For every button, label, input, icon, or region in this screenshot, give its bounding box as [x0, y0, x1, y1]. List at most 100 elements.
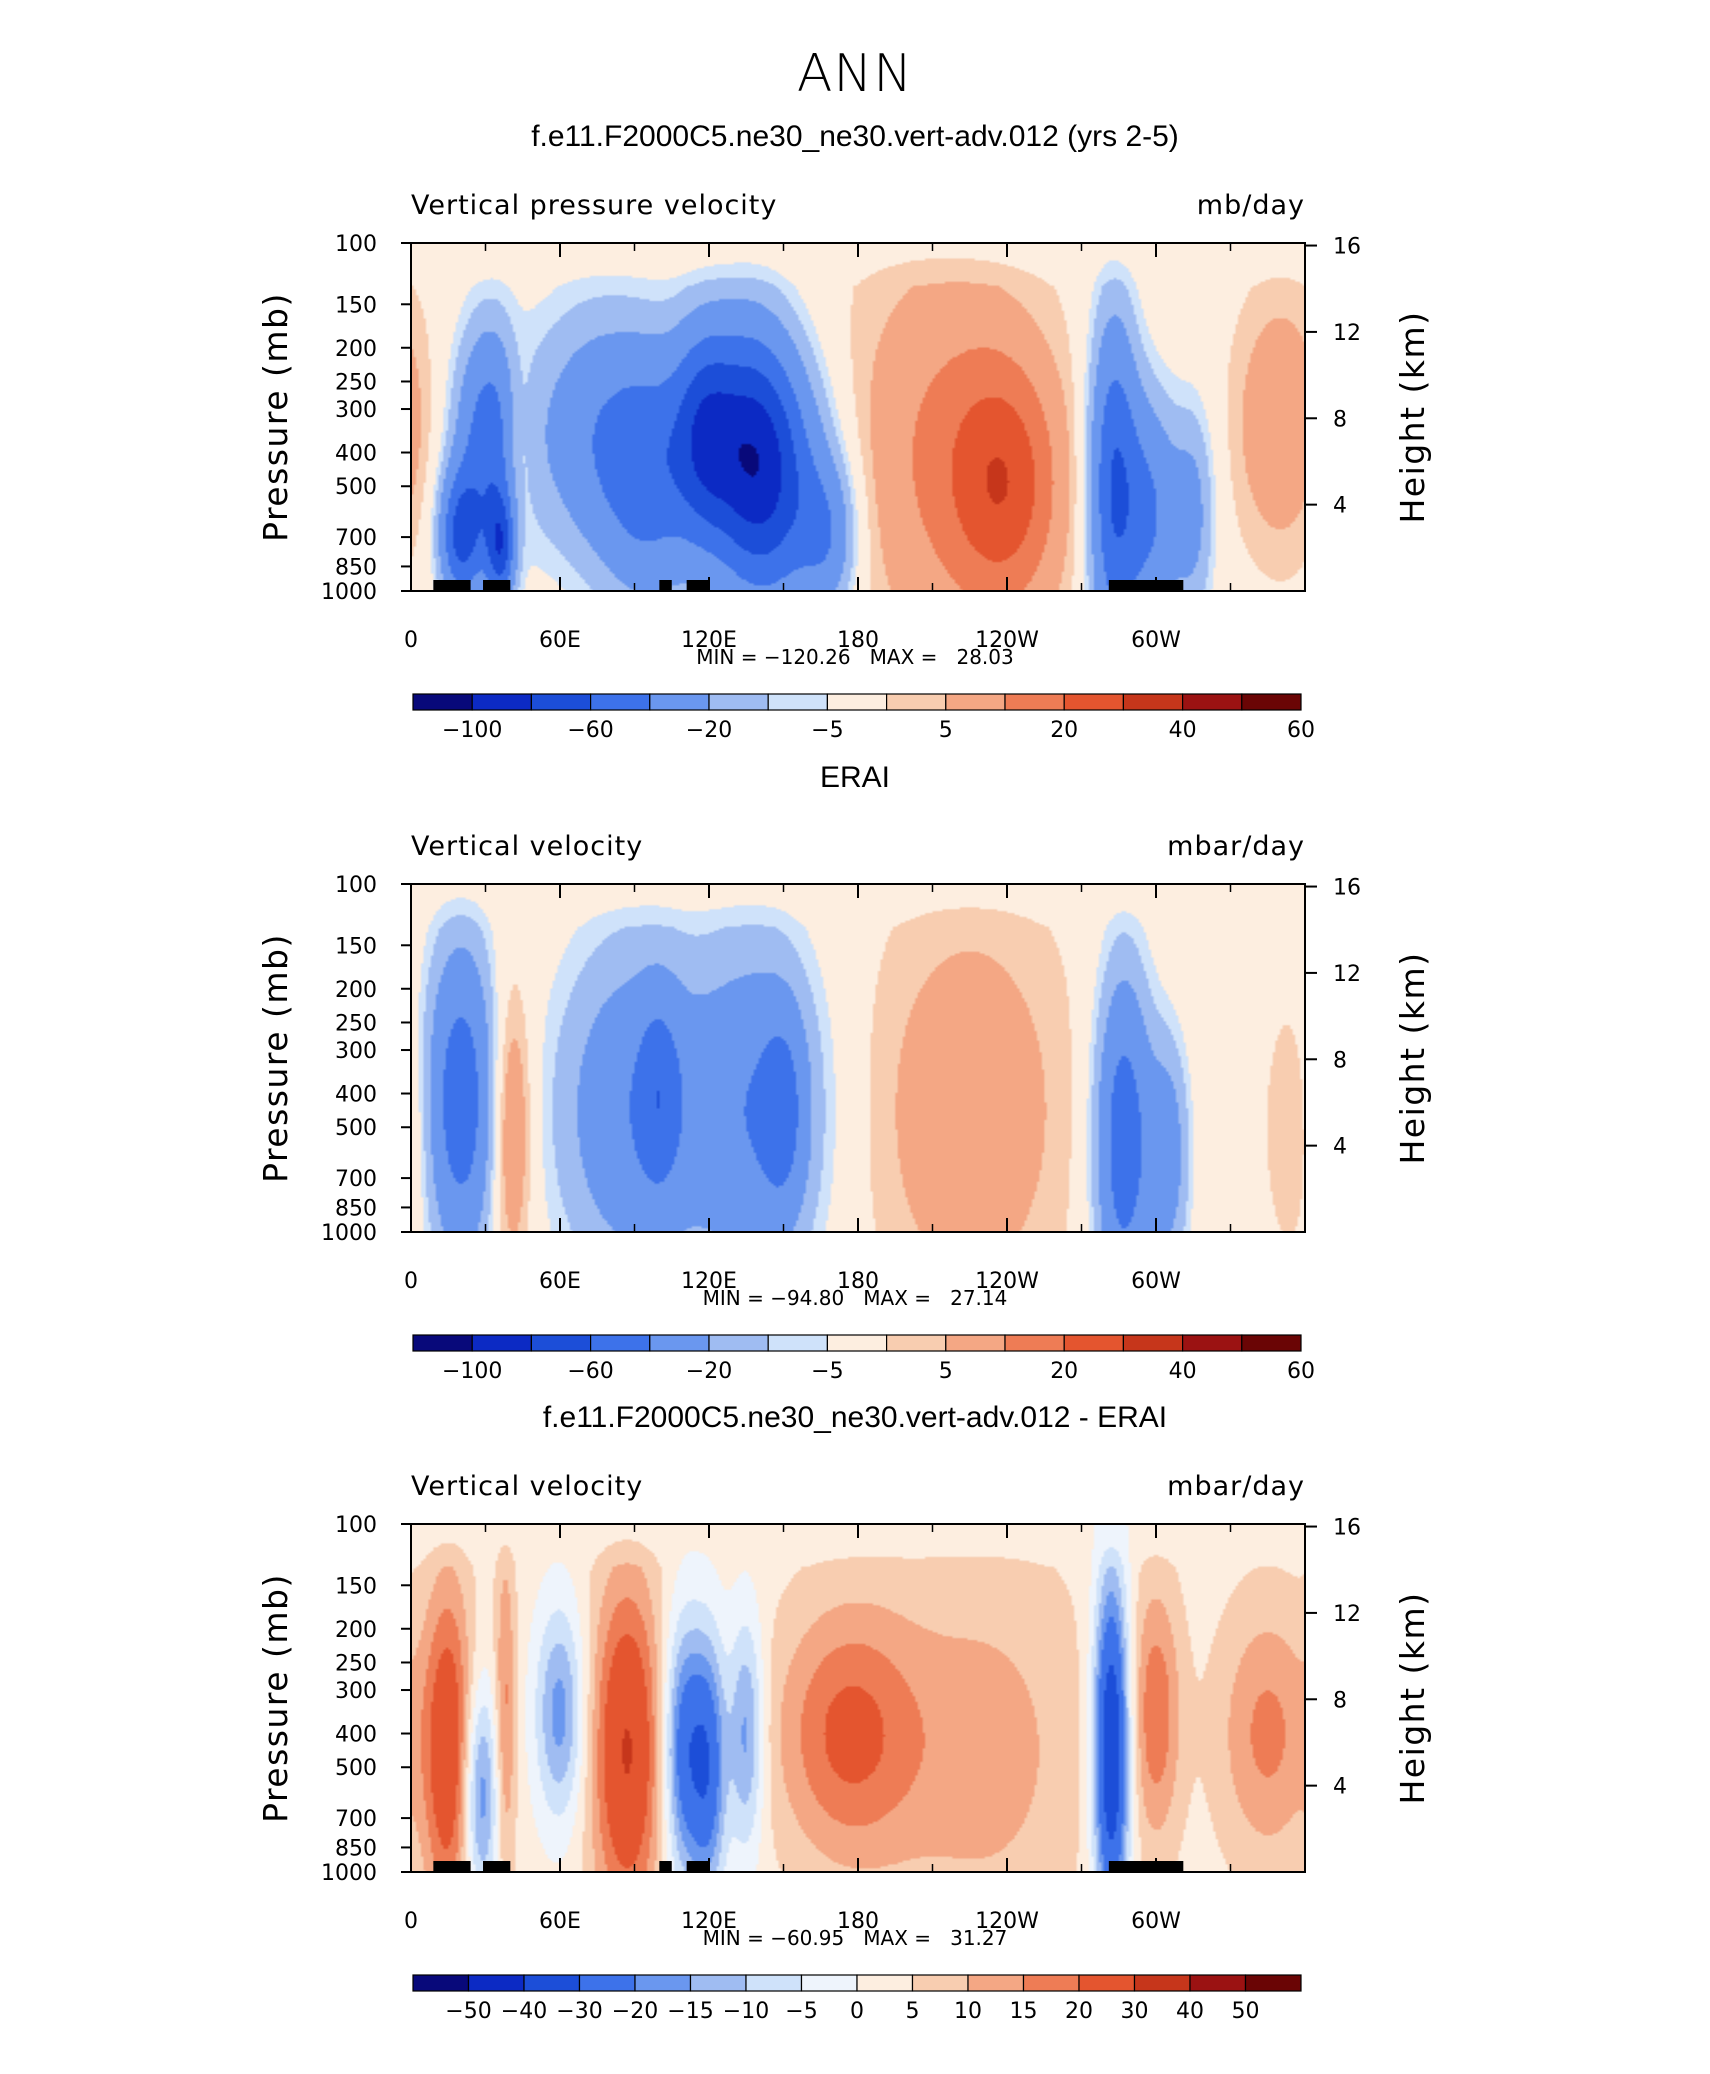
- y-tick-label: 500: [335, 475, 377, 500]
- colorbar-swatch: [856, 1974, 914, 1992]
- y-tick-label: 400: [335, 442, 377, 467]
- colorbar-label: 15: [1010, 1999, 1038, 2024]
- height-tick-label: 12: [1333, 1602, 1361, 1627]
- colorbar-swatch: [530, 693, 592, 711]
- contour-field: [411, 1524, 1305, 1872]
- colorbar-label: −100: [442, 1359, 502, 1384]
- colorbar-label: −50: [445, 1999, 491, 2024]
- colorbar-label: −100: [442, 718, 502, 743]
- y-tick-label: 850: [335, 1196, 377, 1221]
- colorbar-label: 60: [1287, 1359, 1315, 1384]
- y-tick-label: 100: [335, 873, 377, 898]
- height-tick-label: 16: [1333, 235, 1361, 260]
- colorbar-label: −20: [612, 1999, 658, 2024]
- colorbar-swatch: [589, 693, 651, 711]
- units-label: mbar/day: [1167, 831, 1305, 862]
- colorbar-swatch: [885, 693, 947, 711]
- colorbar-swatch: [1022, 1974, 1080, 1992]
- y-axis-title: Pressure (mb): [256, 292, 295, 542]
- colorbar-swatch: [649, 1334, 710, 1352]
- panel-1: f.e11.F2000C5.ne30_ne30.vert-adv.012 (yr…: [256, 120, 1432, 743]
- x-tick-label: 60W: [1131, 1269, 1181, 1294]
- min-max-label: MIN = −60.95 MAX = 31.27: [703, 1926, 1008, 1950]
- colorbar-label: −20: [686, 718, 732, 743]
- colorbar-swatch: [826, 693, 888, 711]
- height-axis-title: Height (km): [1393, 310, 1432, 523]
- colorbar-label: −40: [501, 1999, 547, 2024]
- y-tick-label: 250: [335, 1651, 377, 1676]
- land-mask-bar: [483, 1861, 511, 1872]
- colorbar-label: −5: [811, 1359, 843, 1384]
- panel-title: f.e11.F2000C5.ne30_ne30.vert-adv.012 (yr…: [531, 120, 1179, 153]
- y-tick-label: 1000: [321, 1861, 377, 1886]
- colorbar-swatch: [589, 1334, 651, 1352]
- colorbar-label: 40: [1169, 1359, 1197, 1384]
- x-tick-label: 120W: [975, 1269, 1039, 1294]
- land-mask-bar: [483, 580, 511, 591]
- y-tick-label: 200: [335, 978, 377, 1003]
- colorbar-label: 5: [939, 1359, 953, 1384]
- colorbar-swatch: [967, 1974, 1025, 1992]
- x-tick-label: 180: [837, 1269, 879, 1294]
- variable-label: Vertical velocity: [411, 1471, 643, 1502]
- y-tick-label: 500: [335, 1756, 377, 1781]
- colorbar-label: −5: [785, 1999, 817, 2024]
- height-tick-label: 4: [1333, 494, 1347, 519]
- colorbar-label: −20: [686, 1359, 732, 1384]
- land-mask-bar: [659, 580, 672, 591]
- colorbar-swatch: [1122, 1334, 1184, 1352]
- y-tick-label: 250: [335, 1011, 377, 1036]
- colorbar-swatch: [689, 1974, 747, 1992]
- colorbar-label: 5: [906, 1999, 920, 2024]
- y-tick-label: 300: [335, 1039, 377, 1064]
- colorbar-swatch: [1189, 1974, 1247, 1992]
- land-mask-bar: [1108, 1861, 1184, 1872]
- colorbar-label: 40: [1169, 718, 1197, 743]
- colorbar-label: 50: [1232, 1999, 1260, 2024]
- x-tick-label: 120W: [975, 628, 1039, 653]
- colorbar-swatch: [767, 1334, 829, 1352]
- height-tick-label: 12: [1333, 962, 1361, 987]
- colorbar-swatch: [1122, 693, 1184, 711]
- x-tick-label: 60E: [539, 1269, 581, 1294]
- colorbar-swatch: [649, 693, 710, 711]
- x-tick-label: 120E: [681, 1269, 737, 1294]
- land-mask-bar: [686, 1861, 709, 1872]
- colorbar-swatch: [471, 1334, 533, 1352]
- x-tick-label: 60E: [539, 628, 581, 653]
- y-tick-label: 400: [335, 1723, 377, 1748]
- colorbar-swatch: [945, 693, 1006, 711]
- y-tick-label: 300: [335, 1679, 377, 1704]
- colorbar-swatch: [1063, 693, 1124, 711]
- height-tick-label: 16: [1333, 1516, 1361, 1541]
- colorbar-swatch: [945, 1334, 1006, 1352]
- colorbar-swatch: [634, 1974, 692, 1992]
- height-axis-title: Height (km): [1393, 951, 1432, 1164]
- colorbar-label: 10: [954, 1999, 982, 2024]
- y-tick-label: 150: [335, 1574, 377, 1599]
- colorbar-swatch: [1004, 1334, 1065, 1352]
- colorbar-label: 60: [1287, 718, 1315, 743]
- x-tick-label: 0: [404, 1269, 418, 1294]
- y-tick-label: 150: [335, 934, 377, 959]
- colorbar-swatch: [1004, 693, 1065, 711]
- x-tick-label: 0: [404, 1909, 418, 1934]
- x-tick-label: 60W: [1131, 628, 1181, 653]
- y-tick-label: 850: [335, 555, 377, 580]
- variable-label: Vertical pressure velocity: [411, 190, 777, 221]
- units-label: mb/day: [1197, 190, 1305, 221]
- colorbar-label: 40: [1176, 1999, 1204, 2024]
- min-max-label: MIN = −94.80 MAX = 27.14: [703, 1286, 1008, 1310]
- colorbar-label: 0: [850, 1999, 864, 2024]
- panel-title: f.e11.F2000C5.ne30_ne30.vert-adv.012 - E…: [543, 1401, 1167, 1434]
- x-tick-label: 0: [404, 628, 418, 653]
- y-tick-label: 400: [335, 1083, 377, 1108]
- y-tick-label: 700: [335, 1167, 377, 1192]
- contour-field: [411, 243, 1305, 591]
- land-mask-bar: [1108, 580, 1184, 591]
- colorbar-swatch: [885, 1334, 947, 1352]
- height-tick-label: 8: [1333, 1048, 1347, 1073]
- colorbar-swatch: [1063, 1334, 1124, 1352]
